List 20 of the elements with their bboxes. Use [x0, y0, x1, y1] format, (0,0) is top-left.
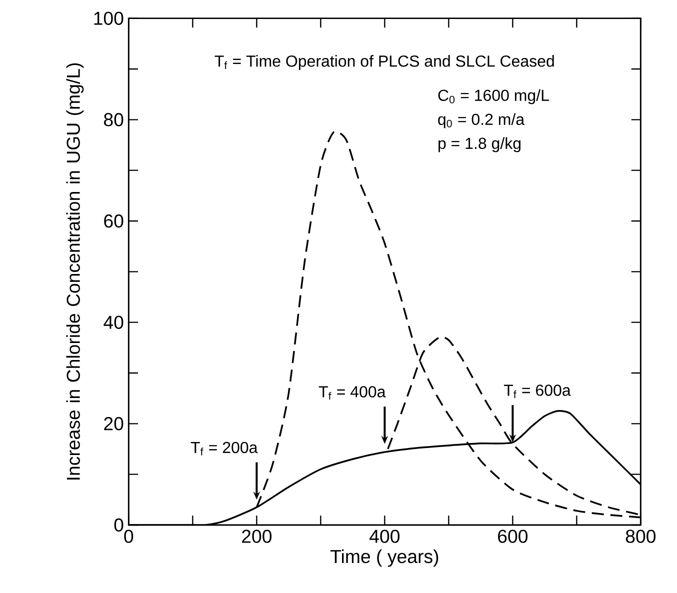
y-tick-label: 40 [104, 316, 124, 329]
x-tick-label: 800 [626, 530, 656, 543]
y-tick-label: 100 [94, 12, 124, 25]
annotation: q$_{0}$ = 0.2 m/a [438, 113, 525, 128]
y-tick-label: 80 [104, 113, 124, 126]
x-tick-label: 600 [498, 530, 528, 543]
x-tick-label: 200 [242, 530, 272, 543]
x-tick-label: 0 [124, 530, 134, 543]
annotation: T$_{f}$ = 600a [504, 384, 571, 398]
x-tick-label: 400 [370, 530, 400, 543]
y-tick-label: 60 [104, 214, 124, 228]
x-axis-title: Time ( years) [330, 549, 438, 567]
annotation: T$_{f}$ = 200a [190, 442, 258, 456]
y-axis-title: Increase in Chloride Concentration in UGU (mg/L) [66, 63, 84, 480]
annotation: p = 1.8 g/kg [438, 137, 520, 152]
y-tick-label: 0 [114, 518, 124, 532]
y-tick-label: 20 [104, 417, 124, 430]
annotation: T$_{f}$ = Time Operation of PLCS and SLCL Ceased [214, 55, 554, 70]
annotation: T$_{f}$ = 400a [318, 386, 386, 400]
annotation: C$_{0}$ = 1600 mg/L [438, 89, 549, 104]
